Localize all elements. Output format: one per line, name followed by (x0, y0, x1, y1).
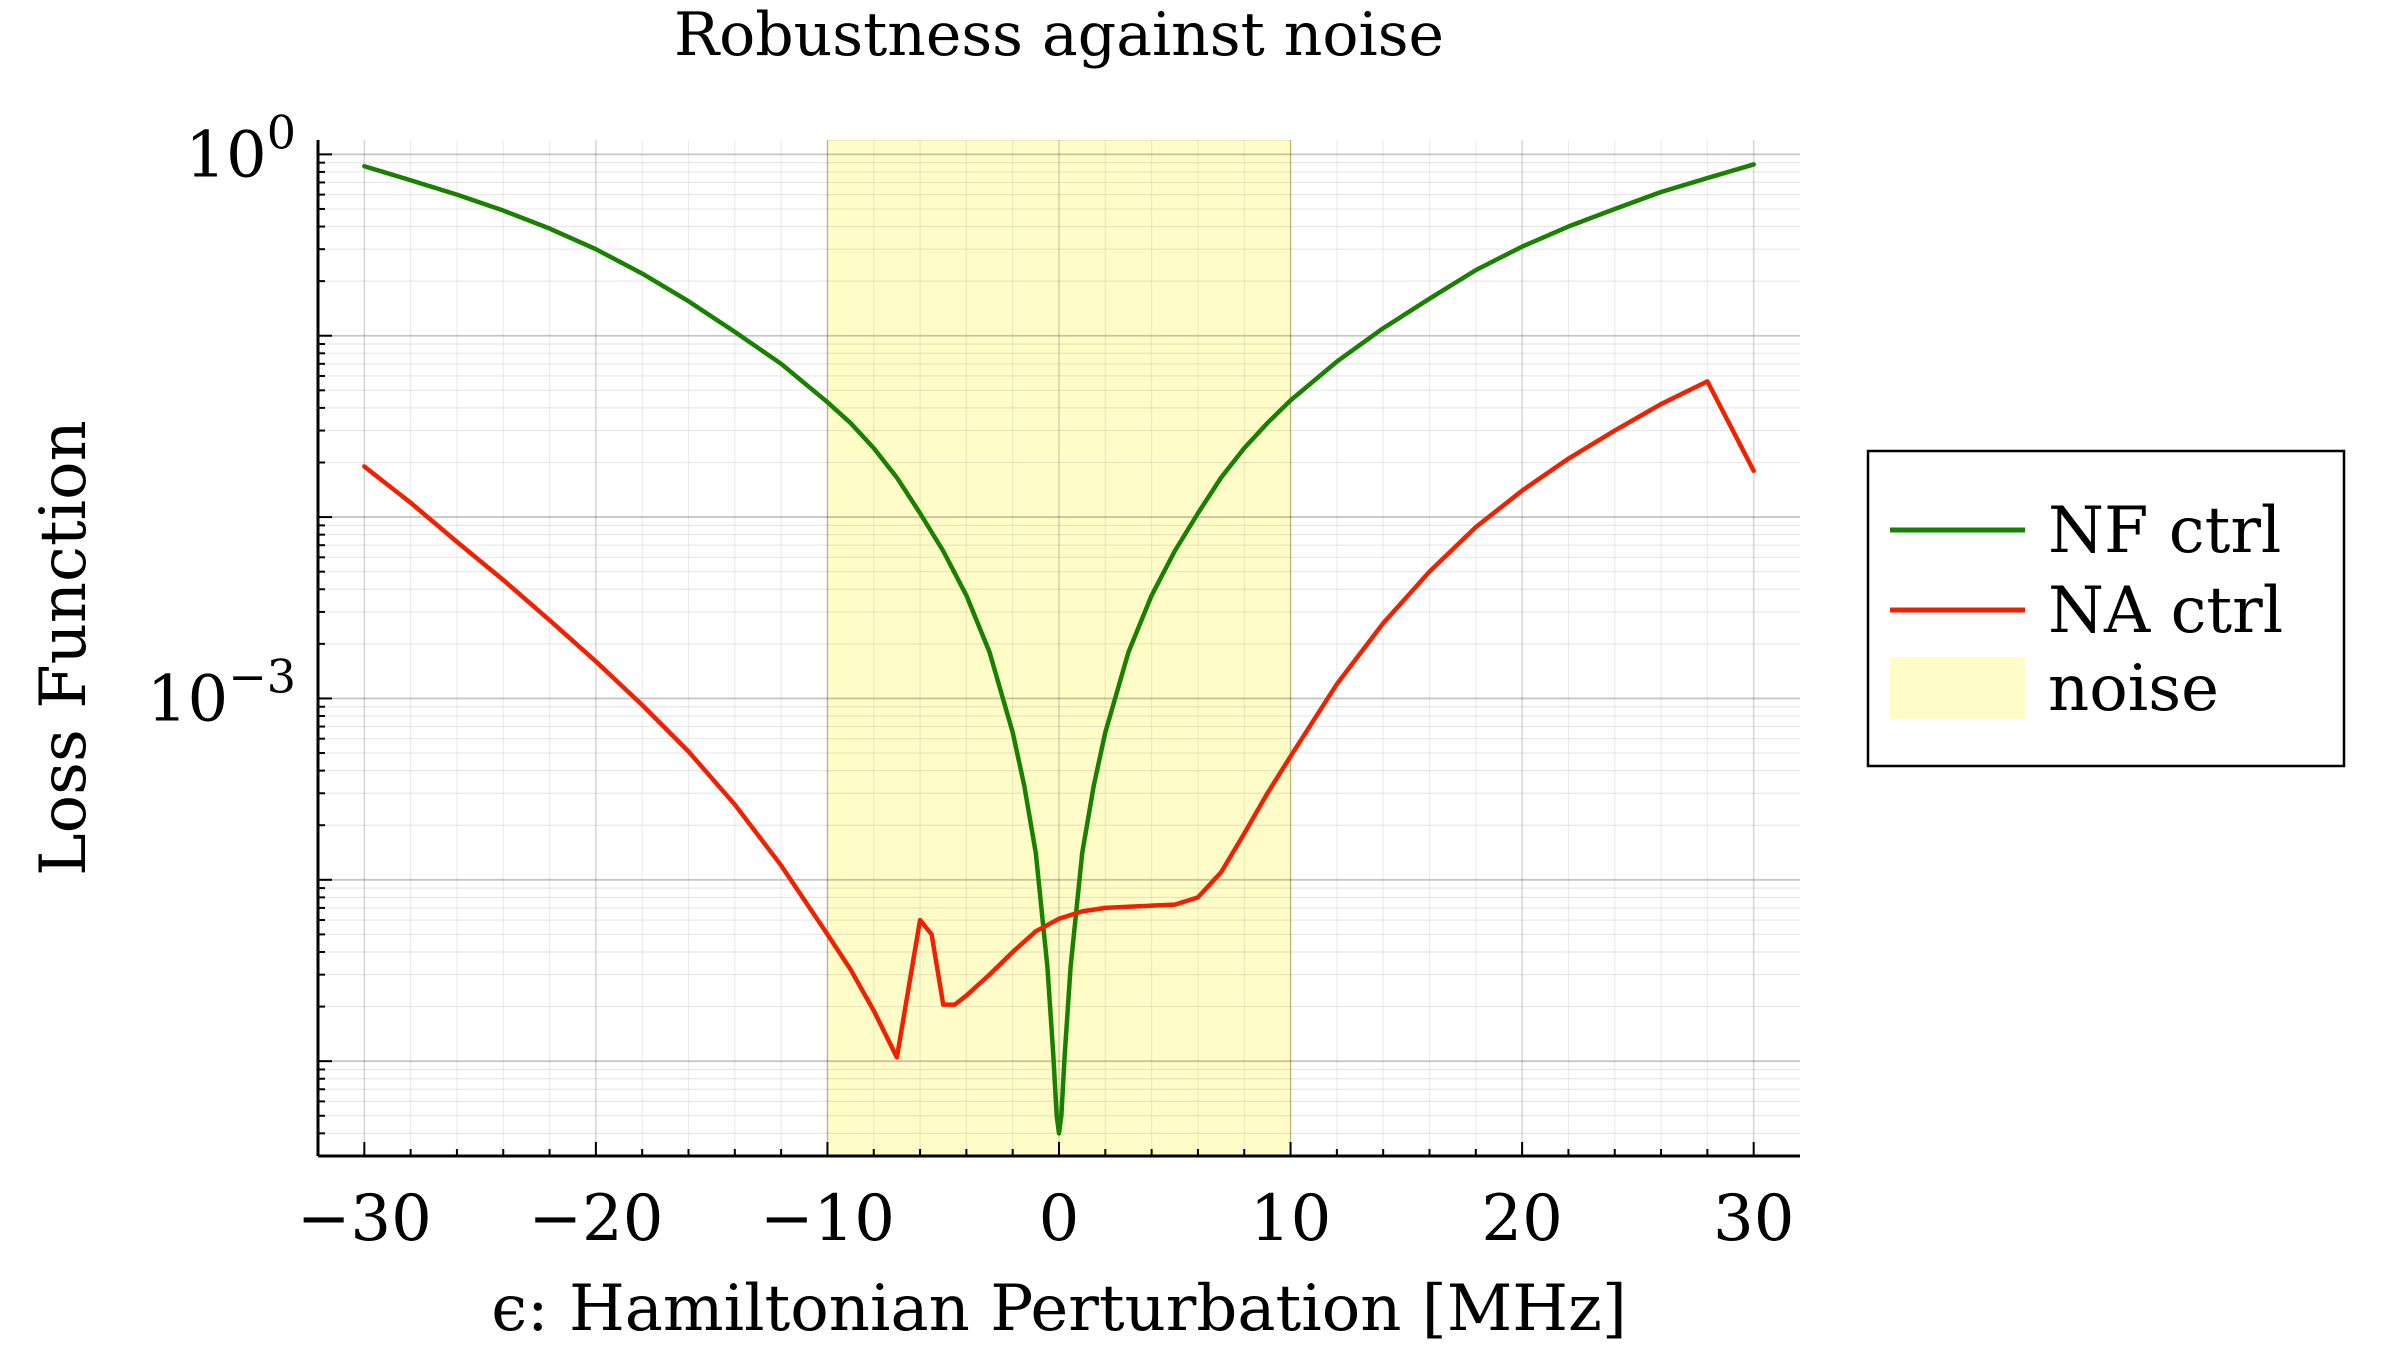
x-tick-label: −20 (528, 1182, 663, 1256)
legend-label-noise: noise (2048, 652, 2219, 726)
x-tick-label: 10 (1250, 1182, 1331, 1256)
x-tick-label: 20 (1481, 1182, 1562, 1256)
y-tick-label: 100 (185, 105, 296, 192)
ticks: −30 −20 −10 0 10 20 30 100 10−3 (147, 105, 1795, 1256)
y-tick-label: 10−3 (147, 649, 296, 736)
series-line-na-ctrl (362, 379, 1756, 1060)
legend-label-nf-ctrl: NF ctrl (2048, 494, 2281, 568)
legend: NF ctrl NA ctrl noise (1866, 449, 2346, 768)
x-tick-label: −10 (760, 1182, 895, 1256)
y-axis-label: Loss Function (27, 420, 101, 876)
series-line-nf-ctrl (362, 162, 1756, 1136)
legend-label-na-ctrl: NA ctrl (2048, 574, 2283, 648)
grid-lines (318, 140, 1800, 1157)
series-lines (362, 162, 1756, 1136)
x-axis-label: ϵ: Hamiltonian Perturbation [MHz] (491, 1272, 1627, 1346)
x-tick-label: 30 (1713, 1182, 1794, 1256)
noise-band (826, 140, 1292, 1156)
noise-band-layer (826, 140, 1292, 1156)
legend-swatch-noise (1890, 657, 2025, 719)
x-tick-label: −30 (297, 1182, 432, 1256)
chart-title: Robustness against noise (674, 0, 1444, 70)
x-tick-label: 0 (1039, 1182, 1080, 1256)
